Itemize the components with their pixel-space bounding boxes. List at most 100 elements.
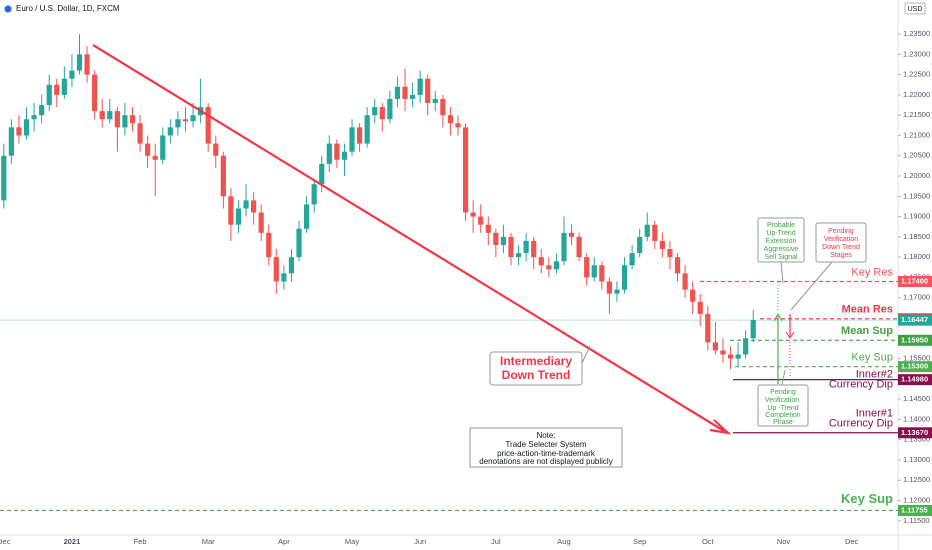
candle-body [220,155,226,197]
candle-body [493,232,499,245]
x-tick-label: May [345,537,359,546]
level-name: Inner#2 [856,369,893,381]
price-tag-label: 1.16447 [901,315,928,324]
candle-body [341,151,348,160]
candle-body [175,119,181,128]
candle-body [304,204,310,229]
candle-body [644,224,650,237]
y-tick-label: 1.13500 [903,435,930,444]
candle-body [114,111,120,128]
candle-body [478,216,484,225]
y-tick-label: 1.11500 [903,516,930,525]
y-tick-label: 1.22500 [903,70,930,79]
probable-text: Probable [767,222,795,229]
x-tick-label: Dec [0,537,11,546]
note-text: Note: [536,431,555,440]
level-name: Mean Sup [841,325,893,337]
probable-box [757,217,805,263]
candle-body [591,265,597,278]
level-name: Currency Dip [829,379,893,391]
candle-body [561,232,567,262]
candle-body [531,240,537,258]
price-tag-label: 1.15950 [901,335,928,344]
level-name: Currency Dip [829,418,893,430]
candle-body [205,107,211,144]
x-tick-label: Jul [491,537,501,546]
note-text: price-action-time-trademark [497,449,596,458]
level-name: Key Sup [851,352,893,364]
candle-body [667,249,673,258]
price-tag [898,314,932,326]
x-tick-label: Feb [134,537,147,546]
candle-body [727,354,734,359]
y-tick-label: 1.14000 [903,414,930,423]
candle-body [137,123,143,144]
candles [1,34,756,370]
candle-body [54,84,60,95]
candle-body [8,127,14,156]
y-tick-label: 1.14500 [903,394,930,403]
pending-up-text: Up -Trend [767,405,798,412]
price-tag-label: 1.14980 [901,375,928,384]
trend-callout [489,351,583,386]
note-box [469,427,623,468]
candle-body [84,54,90,75]
y-tick-label: 1.20500 [903,151,930,160]
candle-body [213,143,219,156]
x-tick-label: Jun [414,537,426,546]
candle-body [735,354,741,359]
currency-box[interactable] [904,2,926,15]
y-tick-label: 1.22000 [903,90,930,99]
candle-body [129,115,136,124]
candle-body [372,107,378,116]
y-tick-label: 1.18000 [903,252,930,261]
candle-body [16,127,22,136]
price-tag [898,427,932,439]
y-tick-label: 1.15500 [903,354,930,363]
candle-body [296,228,302,258]
candle-body [281,273,287,282]
candle-body [182,119,189,122]
pending-up-box [757,384,809,427]
candle-body [99,111,105,120]
candle-body [462,127,469,213]
candle-body [750,320,756,339]
x-tick-label: Nov [777,537,791,546]
candle-body [387,98,393,120]
candle-body [288,257,295,274]
pending-down-text: Stages [830,252,852,259]
candle-body [46,84,52,106]
candle-body [629,253,635,266]
price-tag [898,374,932,386]
candle-body [349,127,355,152]
candle-body [538,257,544,266]
candle-body [440,98,446,116]
candle-body [334,143,340,160]
probable-text: Sell Signal [764,254,798,261]
candle-body [621,265,628,290]
candle-body [705,313,711,343]
candle-body [326,143,332,164]
probable-text: Aggressive [764,246,799,253]
level-name: Key Sup [841,491,893,506]
candle-body [697,301,703,314]
candle-body [319,163,325,185]
candle-body [167,127,173,136]
candle-body [637,236,643,254]
candle-body [251,200,257,213]
pending-up-text: Pending [770,389,796,396]
candle-body [1,155,7,201]
y-tick-label: 1.23500 [903,29,930,38]
price-tag [898,275,932,287]
candle-body [23,119,30,136]
note-text: denotations are not displayed publicly [479,457,612,466]
y-tick-label: 1.17000 [903,293,930,302]
candle-body [515,253,522,258]
y-tick-label: 1.23000 [903,49,930,58]
green-arrowhead [773,312,783,322]
price-axis: 1.11500 1.12000 1.12500 1.13000 1.13500 1.140… [898,29,932,525]
pending-up-text: Verification: [765,397,801,404]
candle-body [553,261,560,270]
